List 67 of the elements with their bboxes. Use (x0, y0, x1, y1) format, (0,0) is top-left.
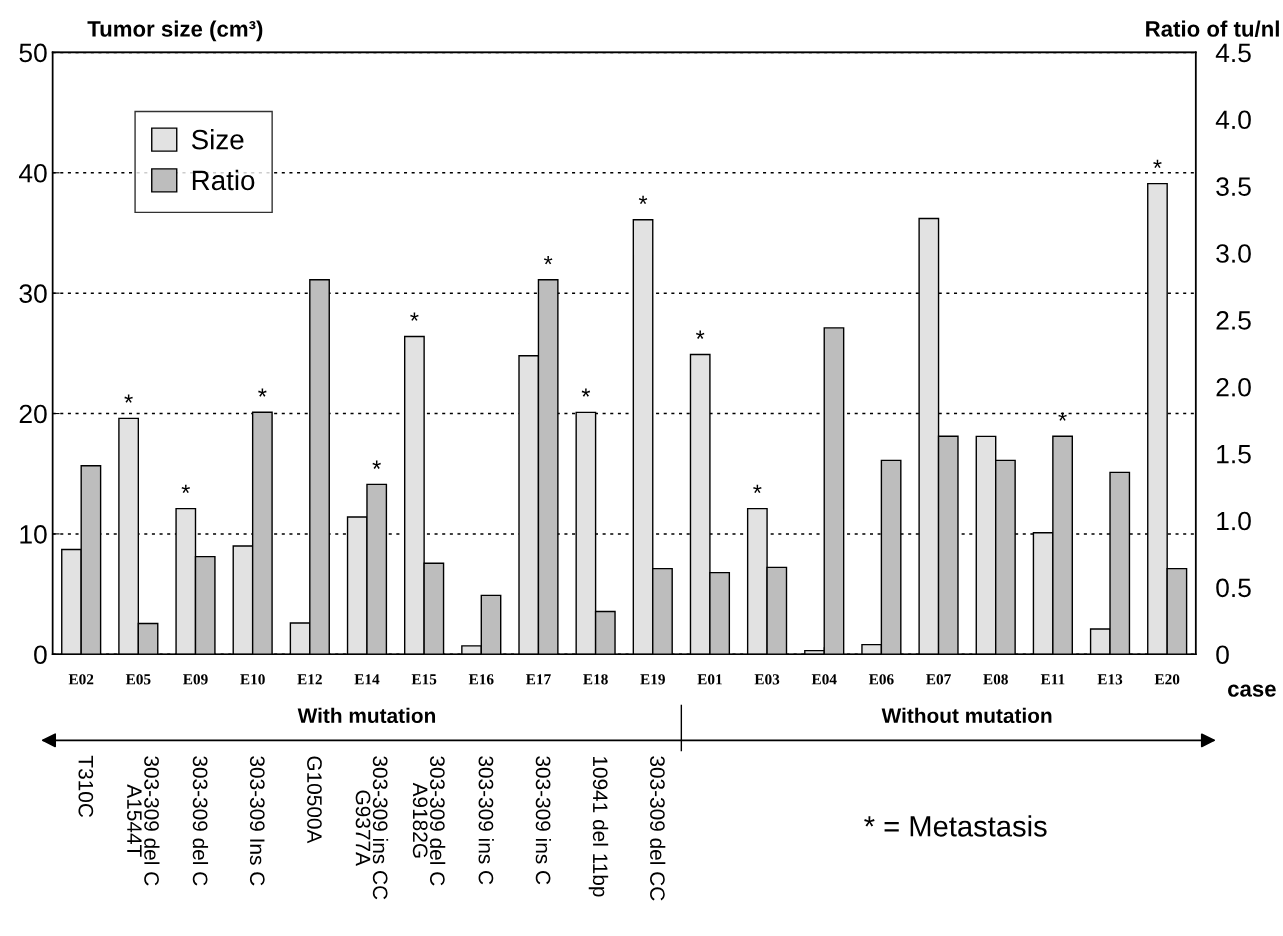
annotation: * (638, 195, 648, 205)
y-tick-label: 20 (19, 404, 47, 424)
y2-axis-title: Ratio of tu/nl (1146, 20, 1279, 38)
y-tick-label: 40 (19, 163, 47, 183)
legend-label: Ratio (192, 169, 255, 191)
x-tick-label: E08 (983, 674, 1008, 685)
legend-label: Size (191, 129, 244, 150)
text: 303-309 del C (192, 756, 209, 886)
y-axis-title: Tumor size (cm³) (87, 20, 263, 42)
text: * = Metastasis (864, 815, 1047, 837)
y2-tick-label: 1.0 (1217, 511, 1251, 531)
x-tick-label: E16 (468, 674, 494, 685)
annotation: * (1058, 412, 1067, 421)
x-tick-label: E05 (125, 674, 151, 685)
x-tick-label: E13 (1097, 674, 1123, 685)
y2-tick-label: 3.5 (1216, 177, 1251, 196)
text: G10500A (307, 756, 322, 844)
x-tick-label: E06 (868, 674, 894, 685)
x-tick-label: E20 (1154, 674, 1180, 685)
text: 303-309 Ins C (249, 756, 265, 886)
text: 303-309 ins CC G9377A (355, 756, 389, 900)
annotation: * (410, 312, 419, 321)
x-tick-label: E12 (297, 674, 322, 685)
text: 303-309 ins C (535, 756, 552, 885)
text: Without mutation (881, 707, 1052, 724)
text: 10941 del 11bp (588, 756, 609, 897)
text: 303-309 del C A1544T (127, 756, 160, 886)
x-tick-label: E19 (640, 674, 665, 685)
y2-tick-label: 0.5 (1216, 578, 1251, 598)
y2-tick-label: 2.0 (1216, 377, 1251, 397)
y-tick-label: 50 (19, 43, 47, 63)
annotation: * (695, 330, 705, 339)
annotation: * (181, 484, 191, 493)
x-tick-label: E04 (811, 674, 837, 685)
y2-tick-label: 0 (1216, 645, 1229, 665)
x-tick-label: E10 (240, 674, 265, 685)
text: 303-309 del C A9182G (412, 756, 446, 886)
x-tick-label: E18 (583, 674, 608, 685)
y-tick-label: 10 (20, 525, 47, 544)
text: 303-309 del CC (650, 756, 666, 901)
annotation: * (124, 394, 133, 403)
y-tick-label: 0 (34, 645, 47, 665)
y2-tick-label: 3.0 (1216, 244, 1251, 263)
y2-tick-label: 2.5 (1216, 311, 1251, 330)
x-tick-label: E02 (68, 674, 94, 685)
y2-tick-label: 4.5 (1215, 43, 1251, 63)
x-tick-label: E11 (1040, 674, 1065, 685)
annotation: * (753, 484, 762, 493)
x-axis-title: case (1228, 684, 1276, 697)
text: T310C (78, 755, 94, 818)
annotation: * (258, 388, 267, 397)
annotation: * (581, 388, 591, 397)
x-tick-label: E09 (183, 674, 208, 685)
x-tick-label: E14 (354, 674, 380, 685)
text: With mutation (297, 707, 436, 724)
x-tick-label: E17 (525, 674, 551, 685)
x-tick-label: E01 (697, 674, 722, 685)
x-tick-label: E07 (926, 674, 951, 685)
x-tick-label: E03 (754, 674, 780, 685)
annotation: * (1153, 159, 1162, 168)
annotation: * (543, 255, 553, 265)
y2-tick-label: 1.5 (1217, 445, 1251, 464)
text: 303-309 ins C (478, 756, 494, 885)
y2-tick-label: 4.0 (1215, 110, 1251, 130)
annotation: * (372, 460, 381, 469)
y-tick-label: 30 (19, 284, 47, 303)
x-tick-label: E15 (411, 674, 437, 685)
